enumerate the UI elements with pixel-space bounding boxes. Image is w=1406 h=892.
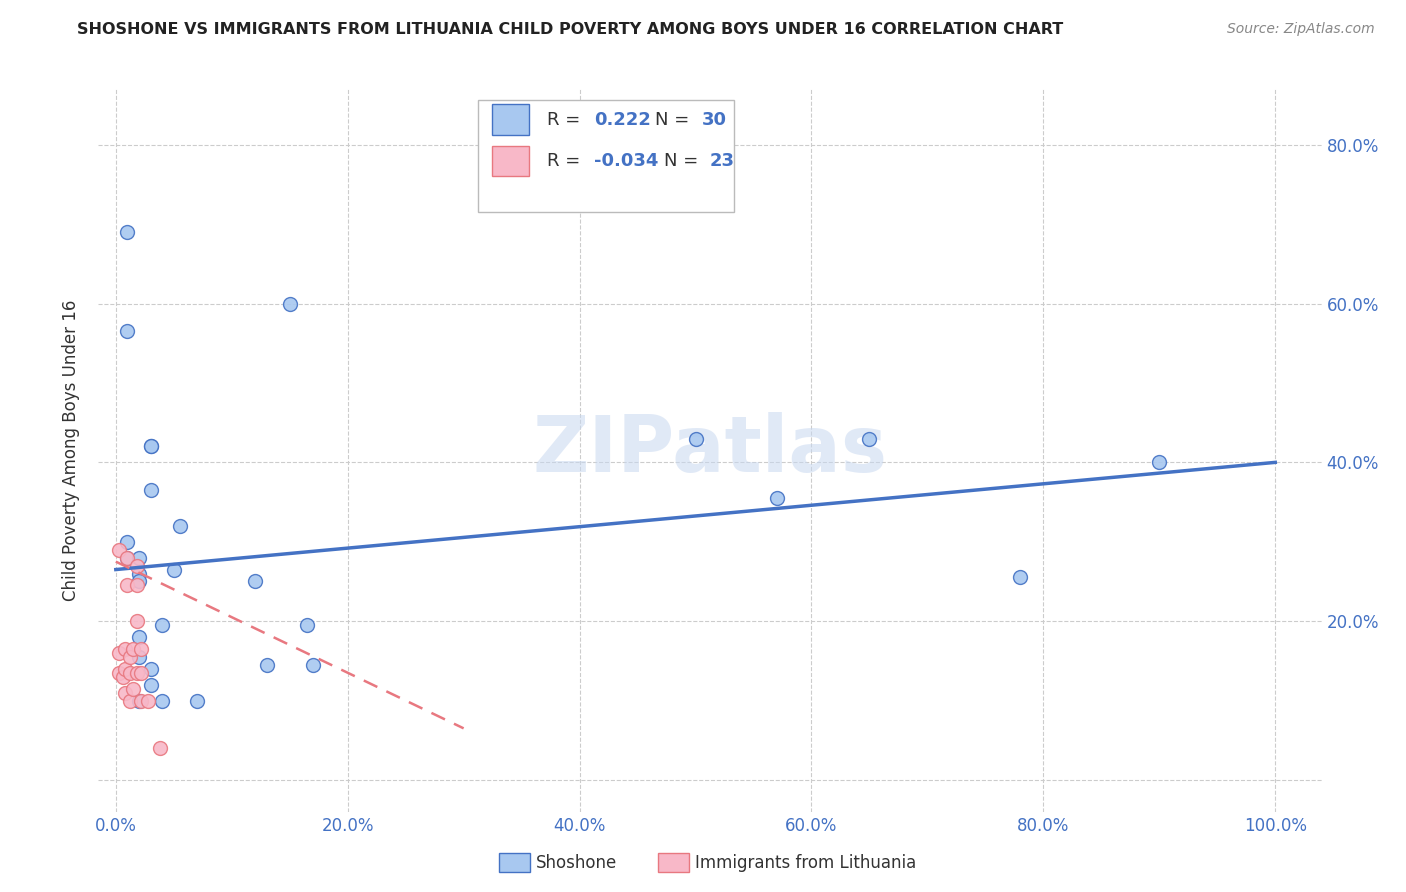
Point	[139, 662, 162, 676]
Text: -0.034: -0.034	[593, 152, 658, 169]
Point	[685, 432, 707, 446]
Point	[278, 296, 301, 310]
Point	[858, 432, 880, 446]
Text: Immigrants from Lithuania: Immigrants from Lithuania	[695, 854, 915, 871]
Point	[1149, 455, 1171, 469]
Point	[114, 662, 136, 676]
Point	[118, 649, 141, 664]
Point	[139, 678, 162, 692]
Point	[149, 741, 172, 756]
Point	[111, 670, 134, 684]
Point	[128, 649, 150, 664]
Point	[169, 519, 191, 533]
Point	[150, 693, 173, 707]
Text: Source: ZipAtlas.com: Source: ZipAtlas.com	[1227, 22, 1375, 37]
Point	[125, 614, 148, 628]
Point	[139, 440, 162, 454]
Text: Shoshone: Shoshone	[536, 854, 617, 871]
Point	[122, 642, 145, 657]
FancyBboxPatch shape	[478, 100, 734, 212]
Text: 23: 23	[710, 152, 735, 169]
FancyBboxPatch shape	[492, 145, 529, 176]
Point	[114, 642, 136, 657]
Y-axis label: Child Poverty Among Boys Under 16: Child Poverty Among Boys Under 16	[62, 300, 80, 601]
Point	[765, 491, 787, 505]
Point	[186, 693, 208, 707]
Point	[117, 550, 139, 565]
Point	[122, 681, 145, 696]
Point	[118, 693, 141, 707]
Text: 0.222: 0.222	[593, 111, 651, 128]
Point	[108, 542, 131, 557]
Point	[125, 558, 148, 573]
Point	[117, 534, 139, 549]
Point	[131, 665, 153, 680]
Point	[117, 578, 139, 592]
Point	[128, 630, 150, 644]
Point	[295, 618, 318, 632]
Text: SHOSHONE VS IMMIGRANTS FROM LITHUANIA CHILD POVERTY AMONG BOYS UNDER 16 CORRELAT: SHOSHONE VS IMMIGRANTS FROM LITHUANIA CH…	[77, 22, 1063, 37]
Point	[108, 646, 131, 660]
Text: N =: N =	[655, 111, 695, 128]
Point	[125, 665, 148, 680]
Text: 30: 30	[702, 111, 727, 128]
Point	[128, 574, 150, 589]
Point	[139, 483, 162, 498]
Point	[1010, 570, 1032, 584]
Point	[256, 657, 278, 672]
Point	[131, 642, 153, 657]
Point	[243, 574, 266, 589]
Point	[117, 324, 139, 338]
Point	[114, 685, 136, 699]
FancyBboxPatch shape	[492, 104, 529, 135]
Point	[128, 693, 150, 707]
Text: N =: N =	[664, 152, 703, 169]
Text: R =: R =	[547, 111, 586, 128]
Text: R =: R =	[547, 152, 586, 169]
Point	[302, 657, 325, 672]
Point	[118, 665, 141, 680]
Point	[131, 693, 153, 707]
Point	[128, 566, 150, 581]
Point	[136, 693, 159, 707]
Point	[117, 550, 139, 565]
Point	[163, 563, 186, 577]
Point	[117, 225, 139, 239]
Point	[108, 665, 131, 680]
Point	[125, 578, 148, 592]
Point	[139, 440, 162, 454]
Point	[150, 618, 173, 632]
Point	[128, 550, 150, 565]
Text: ZIPatlas: ZIPatlas	[533, 412, 887, 489]
